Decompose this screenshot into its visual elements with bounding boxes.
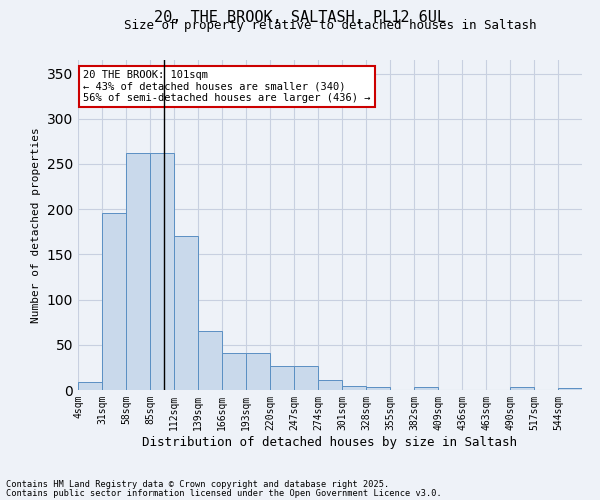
Bar: [102, 213, 126, 390]
Bar: [174, 236, 198, 390]
X-axis label: Distribution of detached houses by size in Saltash: Distribution of detached houses by size …: [143, 436, 517, 448]
Title: Size of property relative to detached houses in Saltash: Size of property relative to detached ho…: [124, 20, 536, 32]
Bar: [558, 388, 582, 390]
Text: 20, THE BROOK, SALTASH, PL12 6UL: 20, THE BROOK, SALTASH, PL12 6UL: [154, 10, 446, 25]
Bar: [414, 388, 438, 390]
Y-axis label: Number of detached properties: Number of detached properties: [31, 127, 41, 323]
Bar: [510, 388, 534, 390]
Bar: [270, 366, 294, 390]
Text: Contains public sector information licensed under the Open Government Licence v3: Contains public sector information licen…: [6, 488, 442, 498]
Text: Contains HM Land Registry data © Crown copyright and database right 2025.: Contains HM Land Registry data © Crown c…: [6, 480, 389, 489]
Bar: [222, 353, 246, 390]
Bar: [342, 386, 366, 390]
Text: 20 THE BROOK: 101sqm
← 43% of detached houses are smaller (340)
56% of semi-deta: 20 THE BROOK: 101sqm ← 43% of detached h…: [83, 70, 371, 103]
Bar: [78, 382, 102, 390]
Bar: [366, 388, 390, 390]
Bar: [150, 153, 174, 390]
Bar: [246, 353, 270, 390]
Bar: [318, 380, 342, 390]
Bar: [198, 331, 222, 390]
Bar: [126, 153, 150, 390]
Bar: [294, 366, 318, 390]
